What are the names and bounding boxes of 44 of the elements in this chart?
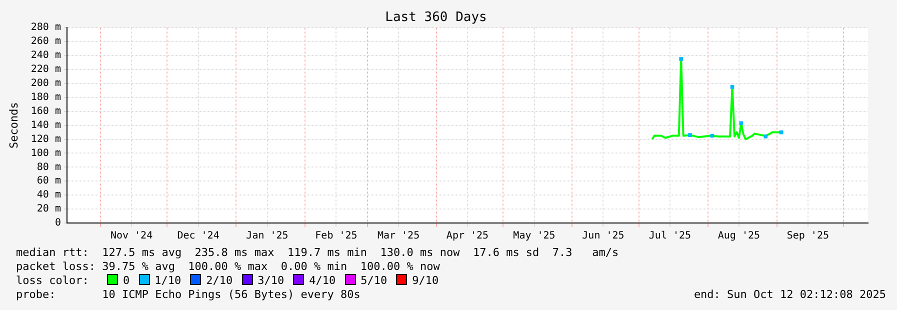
y-tick-label: 20 m (36, 204, 61, 215)
x-tick-label: Nov '24 (110, 230, 153, 242)
legend-label: 9/10 (412, 274, 439, 287)
point (679, 57, 684, 61)
point (764, 134, 768, 138)
x-tick-label: Aug '25 (718, 230, 760, 242)
legend-label: 1/10 (154, 274, 182, 287)
legend-label: 0 (123, 274, 130, 287)
x-tick-label: Feb '25 (315, 230, 358, 242)
x-tick-label: Sep '25 (786, 230, 830, 242)
chart-title: Last 360 Days (385, 10, 487, 26)
y-tick-label: 180 m (30, 92, 61, 103)
y-tick-label: 200 m (30, 78, 61, 90)
point (730, 85, 734, 89)
y-tick-label: 0 (54, 218, 61, 229)
y-tick-label: 240 m (30, 50, 61, 62)
x-tick-label: Jun '25 (582, 230, 624, 242)
x-tick-label: Apr '25 (446, 230, 489, 242)
x-tick-label: May '25 (513, 230, 556, 242)
legend-title: loss color: (16, 274, 90, 288)
text: probe: 10 ICMP Echo Pings (56 Bytes) every 80s (16, 288, 360, 301)
y-tick-label: 160 m (30, 106, 61, 117)
y-tick-label: 280 m (30, 22, 61, 34)
text: median rtt: 127.5 ms avg 235.8 ms max 119.7 ms min 130.0 ms now 17.6 ms sd 7.3 am/s (16, 246, 620, 260)
y-tick-label: 100 m (30, 148, 61, 159)
text: end: Sun Oct 12 02:12:08 2025 (694, 288, 886, 302)
x-tick-label: Mar '25 (377, 230, 420, 242)
y-axis-title: Seconds (7, 102, 20, 148)
legend-label: 3/10 (258, 274, 284, 287)
y-tick-label: 120 m (30, 134, 61, 145)
y-tick-label: 220 m (30, 64, 61, 76)
y-tick-label: 140 m (30, 120, 61, 131)
x-tick-label: Jan '25 (246, 230, 288, 242)
y-tick-label: 80 m (36, 162, 61, 173)
legend-label: 2/10 (206, 274, 233, 287)
x-tick-label: Jul '25 (648, 230, 692, 242)
legend-label: 5/10 (360, 274, 388, 287)
y-tick-label: 260 m (30, 36, 61, 48)
legend-label: 4/10 (309, 274, 336, 287)
point (688, 133, 692, 137)
x-tick-label: Dec '24 (177, 230, 220, 242)
y-tick-label: 40 m (36, 190, 61, 201)
y-tick-label: 60 m (36, 176, 61, 187)
text: packet loss: 39.75 % avg 100.00 % max 0.00 % min 100.00 % now (16, 260, 441, 274)
